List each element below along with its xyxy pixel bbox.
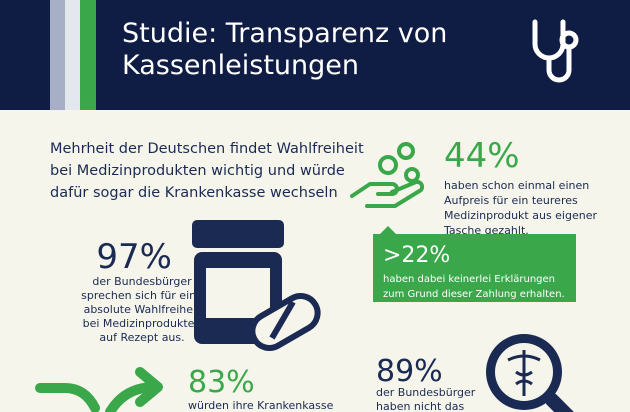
stripe xyxy=(65,0,80,110)
stat-text: haben schon einmal einen Aufpreis für ei… xyxy=(443,179,597,237)
pill-bottle-icon xyxy=(192,220,321,351)
stat-line: haben schon einmal einen xyxy=(444,179,589,192)
intro-line: dafür sogar die Krankenkasse wechseln xyxy=(50,185,338,201)
stat-line: haben nicht das xyxy=(376,400,465,412)
title: Studie: Transparenz von xyxy=(122,18,447,49)
stethoscope-icon xyxy=(532,19,579,83)
intro-line: Mehrheit der Deutschen findet Wahlfreihe… xyxy=(50,141,364,157)
title: Kassenleistungen xyxy=(122,50,359,81)
stat-value: 83% xyxy=(188,365,255,400)
stat-value: >22% xyxy=(383,243,450,268)
stripe xyxy=(80,0,96,110)
magnifier-icon xyxy=(486,334,574,412)
stat-value: 97% xyxy=(96,237,172,277)
stat-line: zum Grund dieser Zahlung erhalten. xyxy=(383,289,565,300)
intro: Mehrheit der Deutschen findet Wahlfreihe… xyxy=(50,141,364,201)
stat-value: 89% xyxy=(376,354,443,389)
stat-line: der Bundesbürger xyxy=(376,386,476,399)
stat-line: absolute Wahlfreiheit xyxy=(84,303,202,316)
header-band xyxy=(0,0,630,110)
stat-line: Aufpreis für ein teureres xyxy=(444,194,578,207)
hand-icon xyxy=(350,142,425,208)
stat-text: der Bundesbürger sprechen sich für eine … xyxy=(81,275,203,344)
stat-line: der Bundesbürger xyxy=(92,275,192,288)
stripe xyxy=(50,0,65,110)
stat-line: Tasche gezahlt. xyxy=(443,224,529,237)
stat-line: sprechen sich für eine xyxy=(81,289,203,302)
stat-line: haben dabei keinerlei Erklärungen xyxy=(383,274,555,285)
callout-box xyxy=(373,226,576,302)
stat-line: auf Rezept aus. xyxy=(99,331,184,344)
intro-line: bei Medizinprodukten wichtig und würde xyxy=(50,163,345,179)
stat-line: Medizinprodukt aus eigener xyxy=(444,209,597,222)
arrows-icon xyxy=(35,367,163,412)
stat-line: bei Medizinprodukten xyxy=(83,317,202,330)
stat-line: würden ihre Krankenkasse xyxy=(188,399,334,412)
stat-value: 44% xyxy=(444,136,520,176)
